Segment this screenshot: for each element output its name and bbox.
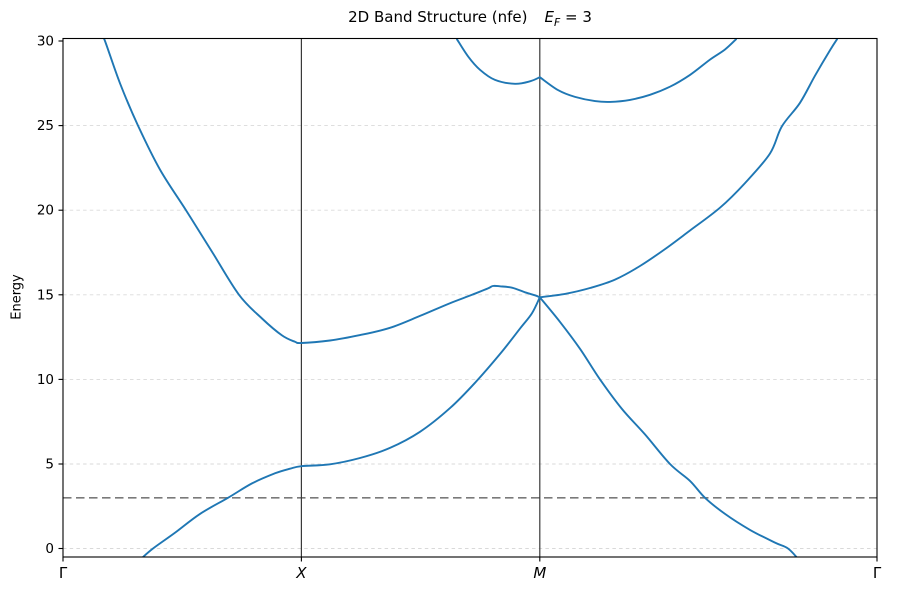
fermi-energy-subscript: F (554, 16, 561, 29)
x-tick-label-X-1: X (295, 564, 307, 582)
fermi-energy-annotation: EF = 3 (544, 8, 592, 29)
chart-title: 2D Band Structure (nfe) EF = 3 (63, 8, 877, 29)
fermi-energy-value: = 3 (560, 8, 592, 26)
y-tick-label-20: 20 (37, 203, 54, 219)
band-2-curve-segment-1 (102, 38, 541, 345)
chart-title-text: 2D Band Structure (nfe) (348, 8, 528, 26)
x-tick-label-Γ-0: Γ (59, 564, 68, 582)
band-3-curve-segment-2 (538, 38, 737, 103)
band-1-curve-segment-2 (538, 296, 798, 557)
y-tick-label-0: 0 (45, 541, 54, 557)
band-1-curve-segment-1 (141, 296, 541, 557)
x-tick-label-M-2: M (533, 564, 546, 582)
band-3-curve-segment-1 (456, 38, 541, 85)
fermi-energy-symbol: E (544, 8, 555, 26)
plot-border (62, 37, 878, 558)
y-tick-label-30: 30 (37, 34, 54, 50)
y-tick-label-10: 10 (37, 372, 54, 388)
x-tick-label-Γ-3: Γ (873, 564, 882, 582)
y-tick-label-15: 15 (37, 287, 54, 303)
y-tick-label-25: 25 (37, 118, 54, 134)
band-2-curve-segment-2 (538, 38, 838, 299)
y-tick-label-5: 5 (45, 457, 54, 473)
